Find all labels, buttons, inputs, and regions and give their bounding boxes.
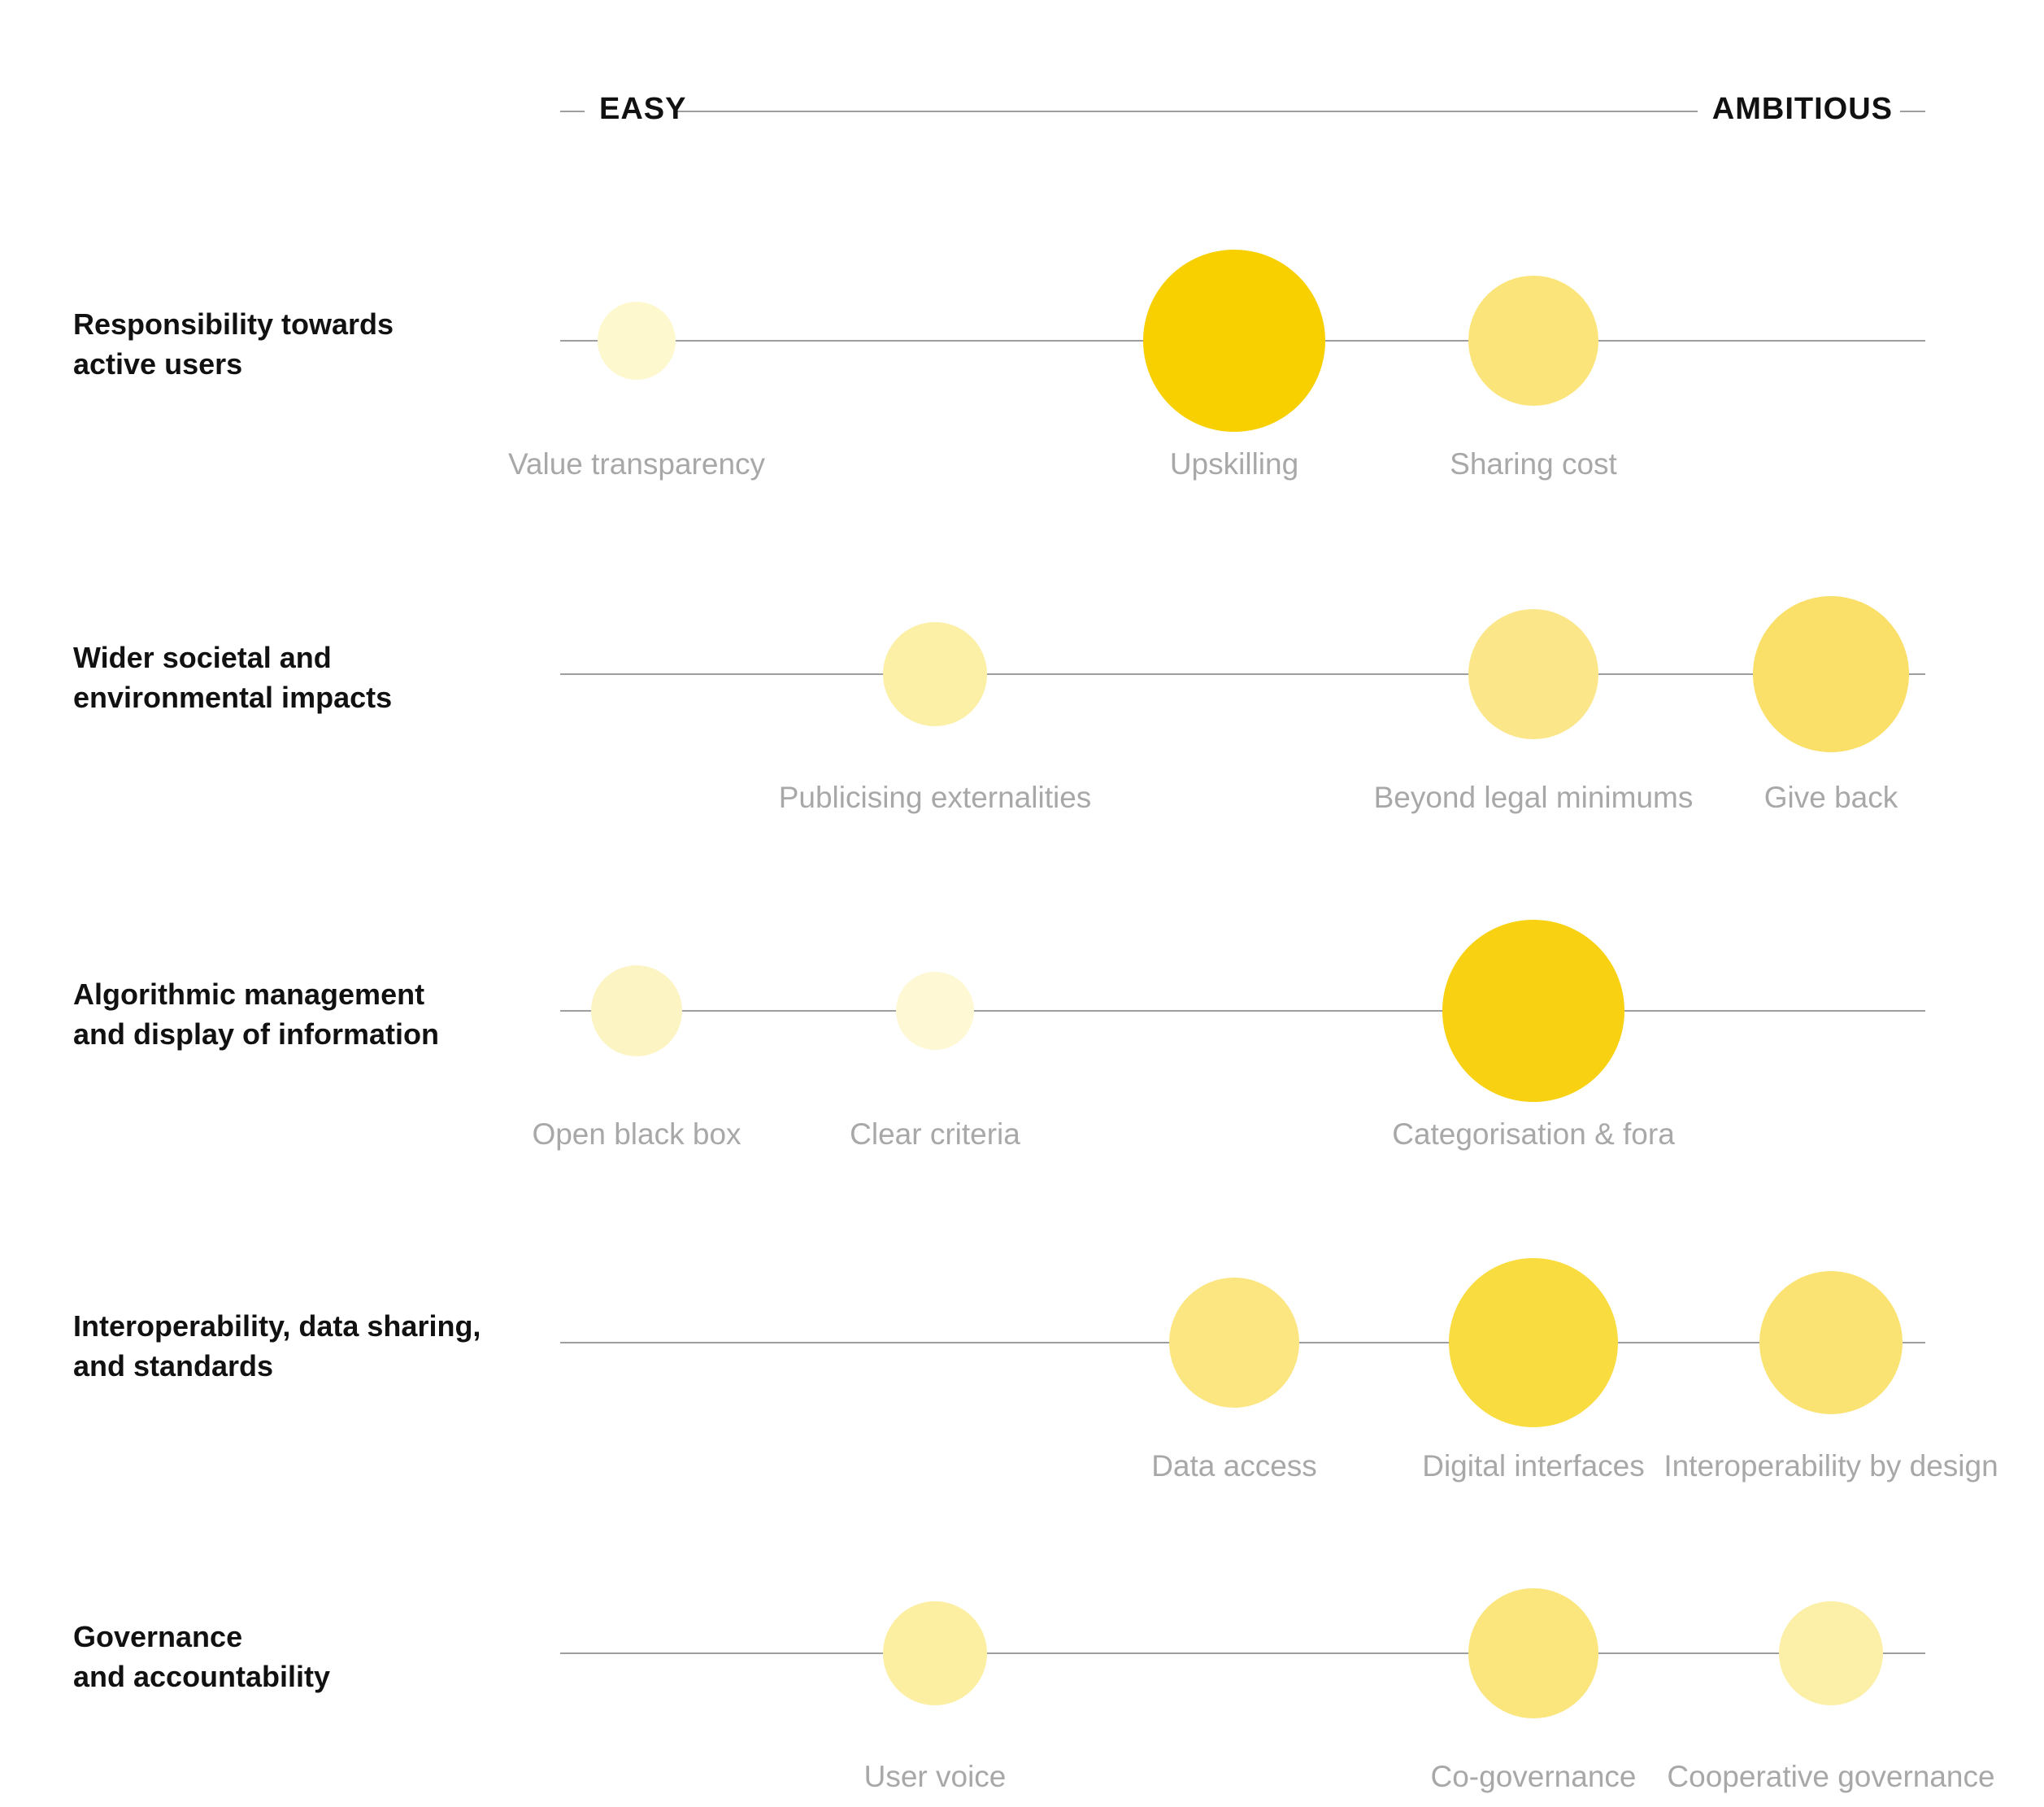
item-label: Sharing cost xyxy=(1450,447,1617,481)
row-label-line: Interoperability, data sharing, xyxy=(73,1309,481,1343)
row-label-line: active users xyxy=(73,347,242,381)
row: Algorithmic management and display of inf… xyxy=(73,920,1925,1151)
item-label: Interoperability by design xyxy=(1663,1449,1998,1483)
item-label: Value transparency xyxy=(508,447,766,481)
row-label-line: Algorithmic management xyxy=(73,978,424,1011)
item-label: User voice xyxy=(864,1760,1007,1793)
item-label: Beyond legal minimums xyxy=(1374,781,1694,814)
item-circle xyxy=(1143,250,1325,432)
row-label-line: Governance xyxy=(73,1620,242,1653)
row: Governance and accountability User voice Co… xyxy=(73,1588,1995,1793)
item-label: Upskilling xyxy=(1170,447,1298,481)
item-label: Publicising externalities xyxy=(779,781,1092,814)
item-circle xyxy=(1468,609,1598,739)
item-label: Categorisation & fora xyxy=(1392,1117,1675,1151)
scale-label-ambitious: AMBITIOUS xyxy=(1712,92,1893,126)
item-circle xyxy=(1449,1258,1618,1427)
item-circle xyxy=(591,965,682,1056)
item-circle xyxy=(1468,1588,1598,1718)
item-label: Cooperative governance xyxy=(1667,1760,1994,1793)
item-circle xyxy=(1759,1271,1903,1414)
item-circle xyxy=(1169,1278,1299,1408)
item-label: Give back xyxy=(1764,781,1898,814)
item-circle xyxy=(1468,276,1598,406)
rows: Responsibility towards active users Value … xyxy=(73,250,1998,1793)
row: Wider societal and environmental impacts P… xyxy=(73,596,1925,814)
item-circle xyxy=(883,1601,987,1705)
item-circle xyxy=(598,302,676,380)
row-label-line: environmental impacts xyxy=(73,681,392,714)
item-circle xyxy=(896,972,974,1050)
scale-header: EASY AMBITIOUS xyxy=(560,92,1925,126)
item-label: Open black box xyxy=(532,1117,741,1151)
row: Interoperability, data sharing, and stand… xyxy=(73,1258,1998,1483)
item-label: Co-governance xyxy=(1431,1760,1637,1793)
row: Responsibility towards active users Value … xyxy=(73,250,1925,481)
item-circle xyxy=(883,622,987,726)
scale-label-easy: EASY xyxy=(599,92,686,126)
item-circle xyxy=(1779,1601,1883,1705)
item-label: Digital interfaces xyxy=(1422,1449,1645,1483)
row-label-line: Responsibility towards xyxy=(73,307,394,341)
item-circle xyxy=(1753,596,1909,752)
item-circle xyxy=(1442,920,1624,1102)
row-label-line: and standards xyxy=(73,1349,273,1382)
item-label: Data access xyxy=(1151,1449,1317,1483)
item-label: Clear criteria xyxy=(850,1117,1020,1151)
row-label-line: Wider societal and xyxy=(73,641,332,674)
row-label-line: and display of information xyxy=(73,1017,439,1051)
row-label-line: and accountability xyxy=(73,1660,330,1693)
